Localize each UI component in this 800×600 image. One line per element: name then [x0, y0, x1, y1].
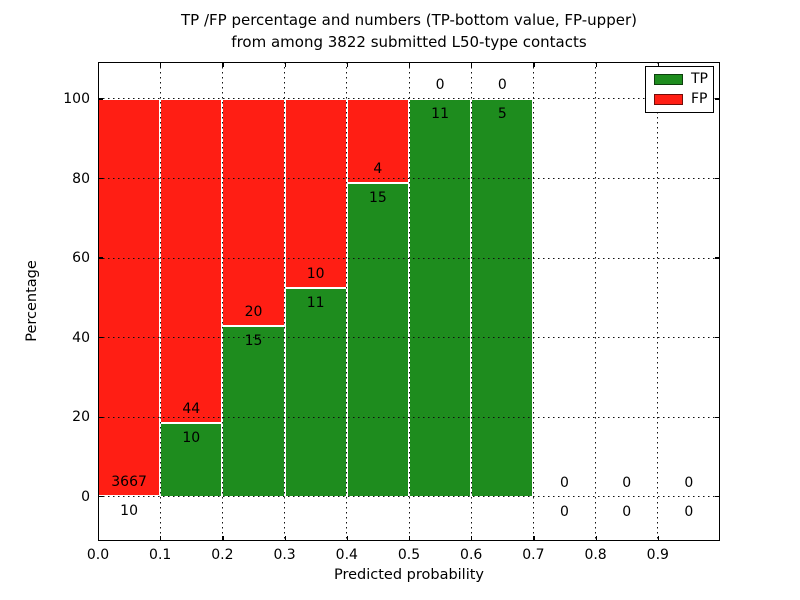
bar-segment-tp-3	[284, 288, 347, 497]
legend-item-tp: TP	[654, 72, 713, 87]
tp-legend-swatch-icon	[654, 74, 683, 85]
y-tick-label-60: 60	[72, 250, 90, 267]
y-tick-label-80: 80	[72, 170, 90, 187]
x-tick-label-0.4: 0.4	[335, 547, 358, 563]
legend: TP FP	[645, 66, 714, 113]
bar-segment-tp-2	[222, 326, 285, 497]
plot-area: 3667 10 44 10 20 15 10 11 4 15 0 11 0 5 0 0 0 0 0 0 TP FP	[98, 62, 720, 541]
bar-segment-tp-6	[471, 98, 534, 497]
bar-segment-tp-5	[409, 98, 472, 497]
fp-legend-label: FP	[691, 91, 708, 107]
x-tick-label-0.3: 0.3	[273, 547, 296, 563]
y-tick-label-100: 100	[63, 90, 90, 107]
y-tick-label-0: 0	[81, 488, 90, 505]
x-axis-label: Predicted probability	[333, 567, 485, 583]
fp-legend-swatch-icon	[654, 94, 683, 105]
bars-layer	[98, 62, 720, 541]
x-tick-label-0.1: 0.1	[149, 547, 172, 563]
y-tick-label-40: 40	[72, 329, 90, 346]
bar-segment-tp-0	[98, 495, 161, 498]
bar-segment-fp-1	[160, 98, 223, 424]
y-tick-label-20: 20	[72, 409, 90, 426]
bar-segment-fp-2	[222, 98, 285, 327]
chart-title: TP /FP percentage and numbers (TP-bottom…	[98, 9, 720, 53]
bar-segment-fp-0	[98, 98, 161, 496]
bar-segment-tp-1	[160, 423, 223, 497]
bar-segment-fp-3	[284, 98, 347, 289]
x-tick-label-0.7: 0.7	[522, 547, 545, 563]
x-tick-label-0.6: 0.6	[460, 547, 483, 563]
x-tick-label-0.0: 0.0	[86, 547, 110, 563]
x-tick-label-0.5: 0.5	[397, 547, 421, 563]
legend-item-fp: FP	[654, 92, 713, 107]
chart-title-line2: from among 3822 submitted L50-type conta…	[231, 33, 587, 51]
bar-segment-tp-4	[346, 182, 409, 497]
chart-title-line1: TP /FP percentage and numbers (TP-bottom…	[181, 11, 637, 29]
x-tick-label-0.8: 0.8	[584, 547, 607, 563]
bar-segment-fp-4	[346, 98, 409, 183]
tp-legend-label: TP	[691, 71, 708, 87]
x-tick-label-0.9: 0.9	[646, 547, 669, 563]
x-tick-label-0.2: 0.2	[211, 547, 234, 563]
